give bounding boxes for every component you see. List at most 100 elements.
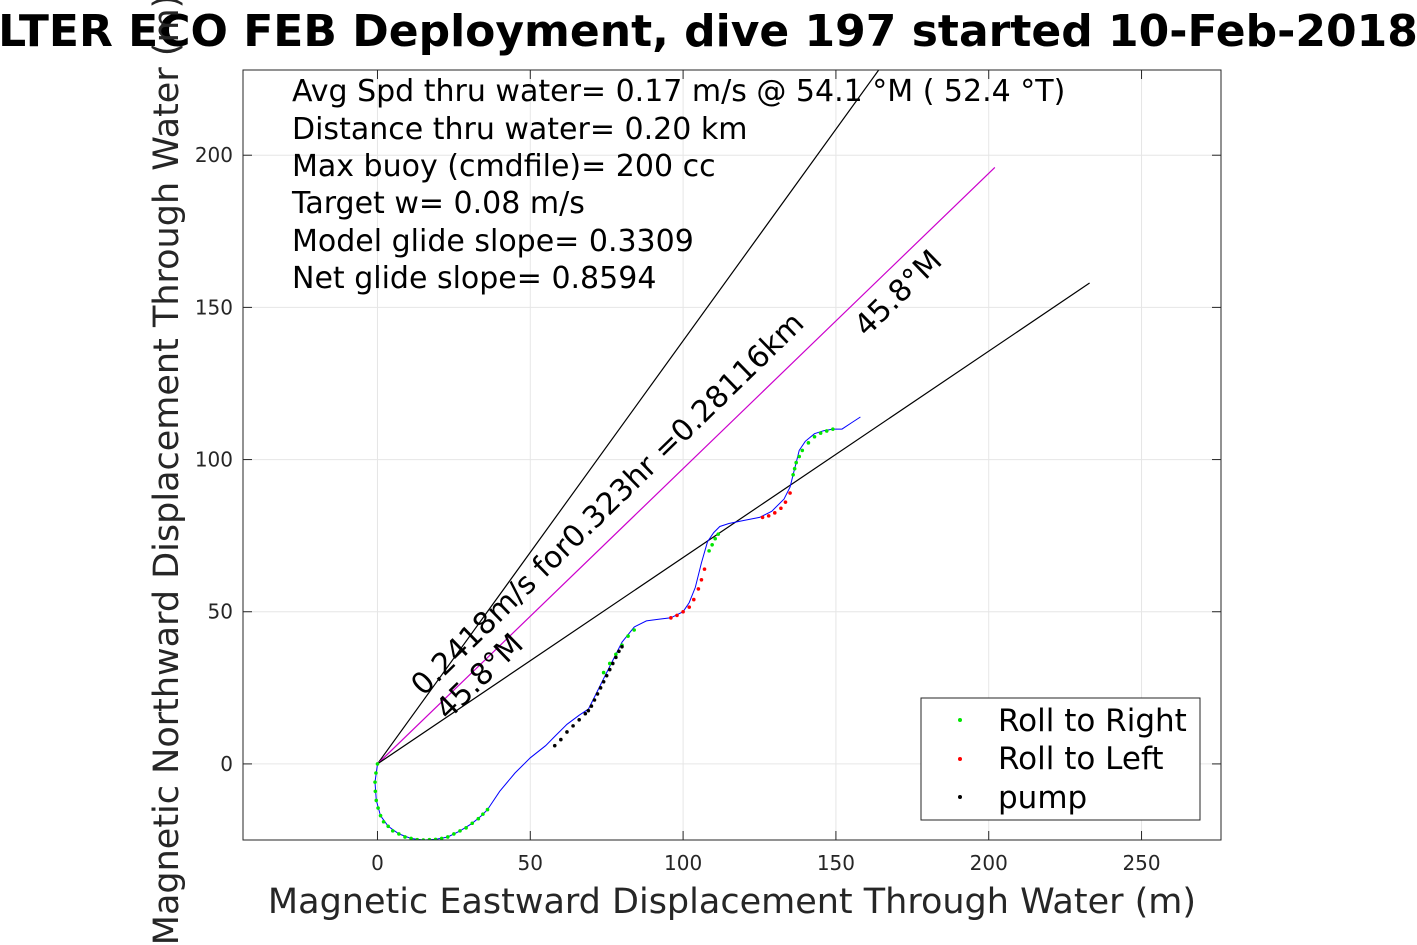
point-roll-to-right xyxy=(375,762,380,766)
legend-marker-roll-left xyxy=(958,757,962,761)
point-roll-to-right xyxy=(470,821,475,826)
point-pump xyxy=(571,724,575,728)
point-roll-to-right xyxy=(476,816,481,821)
x-tick-label: 150 xyxy=(817,851,855,875)
legend-label-pump: pump xyxy=(998,780,1087,816)
point-pump xyxy=(577,717,581,722)
info-line: Distance thru water= 0.20 km xyxy=(292,112,747,147)
point-roll-to-left xyxy=(687,605,692,609)
point-pump xyxy=(595,692,600,696)
point-roll-to-left xyxy=(783,500,788,504)
point-roll-to-right xyxy=(626,634,630,638)
tick-labels: 0 50 100 150 200 250 0 50 100 150 200 xyxy=(195,143,1161,875)
track-group xyxy=(374,416,861,840)
x-tick-label: 50 xyxy=(518,851,543,875)
point-roll-to-left xyxy=(675,613,679,618)
ticks xyxy=(243,70,1221,840)
point-roll-to-right xyxy=(824,429,829,433)
point-pump xyxy=(598,686,603,690)
point-roll-to-right xyxy=(445,835,450,839)
point-roll-to-left xyxy=(760,515,765,520)
info-line: Max buoy (cmdfile)= 200 cc xyxy=(292,149,716,184)
point-roll-to-left xyxy=(696,587,701,591)
point-pump xyxy=(589,704,594,708)
legend-marker-roll-right xyxy=(958,718,962,722)
grid xyxy=(243,70,1221,840)
point-roll-to-right xyxy=(373,789,378,794)
point-roll-to-right xyxy=(831,427,835,431)
point-pump xyxy=(565,730,569,734)
legend-label-roll-left: Roll to Left xyxy=(998,741,1164,777)
x-tick-label: 250 xyxy=(1122,851,1160,875)
point-roll-to-right xyxy=(710,542,714,547)
point-roll-to-right xyxy=(439,836,444,840)
point-roll-to-right xyxy=(374,771,378,775)
y-tick-label: 50 xyxy=(208,600,233,624)
point-roll-to-right xyxy=(797,454,802,459)
point-roll-to-left xyxy=(681,609,685,614)
track-line xyxy=(374,416,861,840)
point-roll-to-right xyxy=(632,628,636,632)
point-roll-to-left xyxy=(699,577,704,582)
point-pump xyxy=(617,649,621,654)
x-axis-label: Magnetic Eastward Displacement Through W… xyxy=(268,882,1196,922)
point-pump xyxy=(604,673,609,678)
point-roll-to-right xyxy=(713,536,717,541)
y-tick-label: 0 xyxy=(220,752,233,776)
legend-label-roll-right: Roll to Right xyxy=(998,703,1187,739)
point-roll-to-right xyxy=(378,813,383,818)
info-block: Avg Spd thru water= 0.17 m/s @ 54.1 °M (… xyxy=(291,74,1065,296)
point-pump xyxy=(620,644,624,649)
point-pump xyxy=(611,661,615,666)
point-roll-to-right xyxy=(485,807,490,812)
y-tick-label: 200 xyxy=(195,143,233,167)
point-roll-to-right xyxy=(397,832,401,836)
point-roll-to-right xyxy=(374,798,379,803)
point-roll-to-right xyxy=(433,837,438,840)
point-roll-to-right xyxy=(601,670,606,675)
reference-line xyxy=(377,282,1090,765)
point-roll-to-right xyxy=(614,652,618,657)
point-roll-to-left xyxy=(779,506,783,511)
point-pump xyxy=(552,743,557,748)
point-roll-to-left xyxy=(669,616,673,620)
point-roll-to-right xyxy=(481,812,485,816)
point-roll-to-right xyxy=(812,434,817,439)
point-roll-to-right xyxy=(452,832,456,836)
point-pump xyxy=(592,698,597,702)
point-pump xyxy=(601,679,606,684)
point-roll-to-right xyxy=(464,826,468,830)
point-roll-to-right xyxy=(792,466,797,471)
point-roll-to-right xyxy=(381,819,386,824)
point-roll-to-right xyxy=(409,836,413,840)
chart-title: LTER ECO FEB Deployment, dive 197 starte… xyxy=(0,6,1417,57)
x-tick-label: 100 xyxy=(664,851,702,875)
y-tick-label: 100 xyxy=(195,448,233,472)
point-pump xyxy=(583,711,588,716)
reference-line xyxy=(377,166,996,765)
point-roll-to-right xyxy=(427,837,432,840)
point-roll-to-right xyxy=(791,472,795,477)
info-line: Model glide slope= 0.3309 xyxy=(292,224,694,259)
point-pump xyxy=(607,667,612,672)
point-roll-to-left xyxy=(772,511,777,515)
point-roll-to-right xyxy=(607,661,612,666)
point-roll-to-right xyxy=(794,460,798,465)
point-roll-to-left xyxy=(788,491,792,495)
info-line: Avg Spd thru water= 0.17 m/s @ 54.1 °M (… xyxy=(292,74,1065,109)
point-roll-to-right xyxy=(376,806,380,810)
y-axis-label: Magnetic Northward Displacement Through … xyxy=(147,0,187,945)
point-pump xyxy=(614,655,618,660)
reference-line xyxy=(376,70,880,765)
point-roll-to-right xyxy=(373,780,377,784)
point-roll-to-right xyxy=(415,837,420,840)
point-roll-to-right xyxy=(390,829,395,833)
point-roll-to-left xyxy=(702,567,707,571)
info-line: Net glide slope= 0.8594 xyxy=(292,261,656,296)
point-pump xyxy=(559,737,563,742)
y-tick-label: 150 xyxy=(195,295,233,319)
point-roll-to-left xyxy=(766,514,771,518)
axes-box xyxy=(242,69,1222,841)
legend-box xyxy=(920,697,1201,821)
